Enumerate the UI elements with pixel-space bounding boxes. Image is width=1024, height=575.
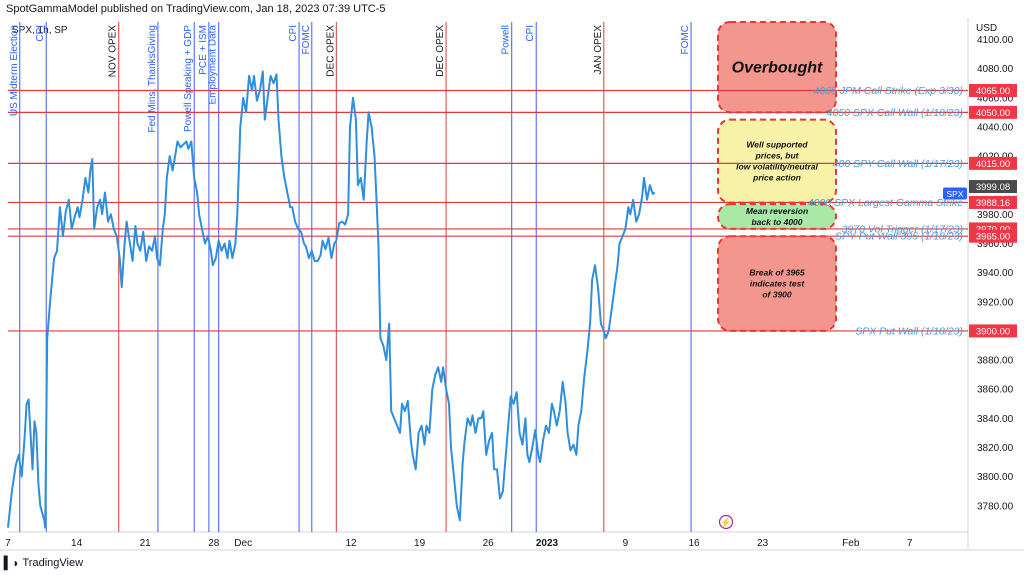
price-tick-label: 3920.00 [977,297,1014,308]
tradingview-logo-text: TradingView [22,557,84,569]
level-price-badge [969,83,1017,97]
event-label: DEC OPEX [435,25,446,77]
annotation-zone [717,118,837,204]
level-label: 4050 SPX Call Wall (1/18/23) [827,107,963,119]
publisher-text: SpotGammaModel published on TradingView.… [6,3,386,15]
event-label: CPI [35,25,46,42]
date-tick-label: Feb [842,538,860,549]
annotation-zone-label: indicates test [750,278,805,288]
price-tick-label: 3820.00 [977,443,1014,454]
event-label: PCE + ISM [198,25,209,75]
event-label: Powell [501,25,512,54]
current-price-badge-text: 3999.08 [976,182,1010,193]
event-label: DEC OPEX [325,25,336,77]
date-tick-label: 23 [757,538,769,549]
date-tick-label: 16 [688,538,700,549]
level-price-badge-text: 3965.00 [976,232,1010,243]
price-tick-label: 3860.00 [977,385,1014,396]
current-price-badge [969,180,1017,194]
annotation-zone-label: low volatility/neutral [736,161,818,171]
event-label: JAN OPEX [593,25,604,75]
symbol-label: SPX, 1h, SP [12,25,68,36]
level-label: 4065 JPM Call Strike (Exp 3/30) [814,85,963,97]
annotation-zone-label: back to 4000 [751,217,802,227]
price-tick-label: 4080.00 [977,64,1014,75]
price-tick-label: 3780.00 [977,501,1014,512]
level-price-badge [969,195,1017,209]
lightning-event-glyph: ⚡ [720,517,731,529]
level-price-badge-text: 4050.00 [976,108,1010,119]
event-label: FOMC [680,25,691,54]
level-price-badge [969,105,1017,119]
event-label: Employment Data [208,25,219,105]
date-tick-label: 28 [208,538,220,549]
level-label: 3970 Vol Trigger (1/17/23) [842,223,963,235]
annotation-zone-label: Break of 3965 [749,267,805,277]
symbol-badge-text: SPX [946,189,963,199]
date-tick-label: 19 [414,538,426,549]
date-tick-label: 21 [140,538,152,549]
price-tick-label: 3840.00 [977,414,1014,425]
event-label: NOV OPEX [108,25,119,78]
level-price-badge [969,324,1017,338]
event-label: CPI [525,25,536,42]
date-tick-label: 2023 [536,538,559,549]
date-tick-label: 14 [71,538,83,549]
chart-header: SpotGammaModel published on TradingView.… [6,3,386,15]
price-tick-label: 4060.00 [977,93,1014,104]
event-label: Fed Mins, ThanksGiving [147,25,158,133]
date-tick-label: 7 [907,538,913,549]
level-label: 400 SPY Call Wall (1/17/23) [833,158,963,170]
price-tick-label: 3980.00 [977,210,1014,221]
event-label: FOMC [301,25,312,54]
date-tick-label: 9 [623,538,629,549]
date-tick-label: 12 [345,538,357,549]
annotation-zone [717,203,837,230]
level-price-badge [969,156,1017,170]
level-price-badge [969,229,1017,243]
price-axis-unit: USD [976,23,997,34]
date-tick-label: 7 [5,538,11,549]
level-price-badge-text: 4065.00 [976,86,1010,97]
annotation-zone-label: Overbought [732,60,823,77]
event-label: US Midterm Election [9,25,20,116]
annotation-zone-label: prices, but [755,150,800,160]
price-tick-label: 3800.00 [977,472,1014,483]
level-label: SPX Put Wall (1/18/23) [855,325,963,337]
level-price-badge-text: 4015.00 [976,159,1010,170]
level-label: 4000 SPX Largest Gamma Strike [808,197,963,209]
annotation-zone-label: Mean reversion [746,206,808,216]
event-label: CPI [288,25,299,42]
event-label: Powell Speaking + GDP [183,25,194,132]
annotation-zone-label: price action [752,172,801,182]
price-tick-label: 4040.00 [977,122,1014,133]
lightning-event-icon [718,514,734,530]
price-tick-label: 4100.00 [977,35,1014,46]
tradingview-logo[interactable]: ▍◗ TradingView [4,556,83,570]
level-price-badge-text: 3900.00 [976,326,1010,337]
level-price-badge-text: 3988.16 [976,198,1010,209]
annotation-zone [717,235,837,332]
price-tick-label: 3960.00 [977,239,1014,250]
annotation-zone-label: of 3900 [762,289,792,299]
level-label: SPY Put Wall 395 (1/18/23) [835,231,963,243]
price-tick-label: 3880.00 [977,356,1014,367]
date-tick-label: Dec [234,538,252,549]
symbol-badge [943,187,967,200]
spx-price-line [7,70,656,529]
annotation-zone-label: Well supported [746,139,808,149]
date-tick-label: 26 [483,538,495,549]
tradingview-mark-icon: ▍◗ [4,556,20,570]
price-tick-label: 3940.00 [977,268,1014,279]
